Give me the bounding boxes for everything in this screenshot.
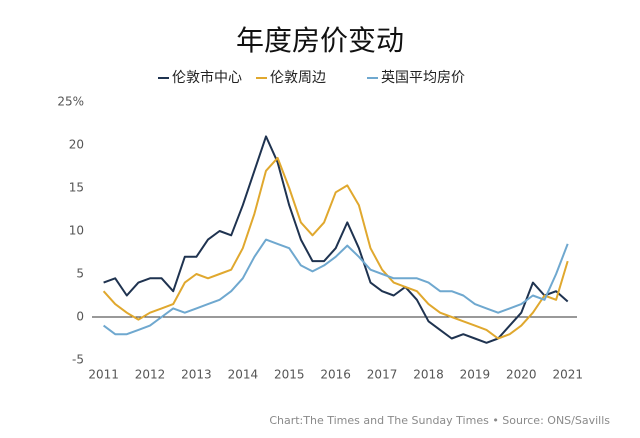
x-tick-label: 2011 xyxy=(88,368,119,382)
y-tick-label: 15 xyxy=(69,181,84,195)
y-tick-label: 0 xyxy=(76,310,84,324)
x-tick-label: 2013 xyxy=(181,368,212,382)
y-tick-label: 20 xyxy=(69,138,84,152)
y-tick-label: 25% xyxy=(57,95,84,109)
x-tick-label: 2016 xyxy=(320,368,351,382)
source-note: Chart:The Times and The Sunday Times • S… xyxy=(269,414,610,427)
x-tick-label: 2020 xyxy=(506,368,537,382)
x-tick-label: 2019 xyxy=(460,368,491,382)
x-tick-label: 2021 xyxy=(552,368,583,382)
series-line xyxy=(102,156,569,340)
legend-label: 英国平均房价 xyxy=(381,69,465,86)
chart-title: 年度房价变动 xyxy=(236,24,404,57)
y-tick-label: 5 xyxy=(76,267,84,281)
x-tick-label: 2015 xyxy=(274,368,305,382)
x-tick-label: 2018 xyxy=(413,368,444,382)
x-tick-label: 2017 xyxy=(367,368,398,382)
legend-label: 伦敦市中心 xyxy=(172,69,242,86)
series-line xyxy=(103,135,569,344)
series-line xyxy=(103,238,569,336)
x-tick-label: 2012 xyxy=(135,368,166,382)
y-tick-label: -5 xyxy=(72,353,84,367)
x-tick-label: 2014 xyxy=(228,368,259,382)
y-tick-label: 10 xyxy=(69,224,84,238)
legend-label: 伦敦周边 xyxy=(270,70,326,86)
